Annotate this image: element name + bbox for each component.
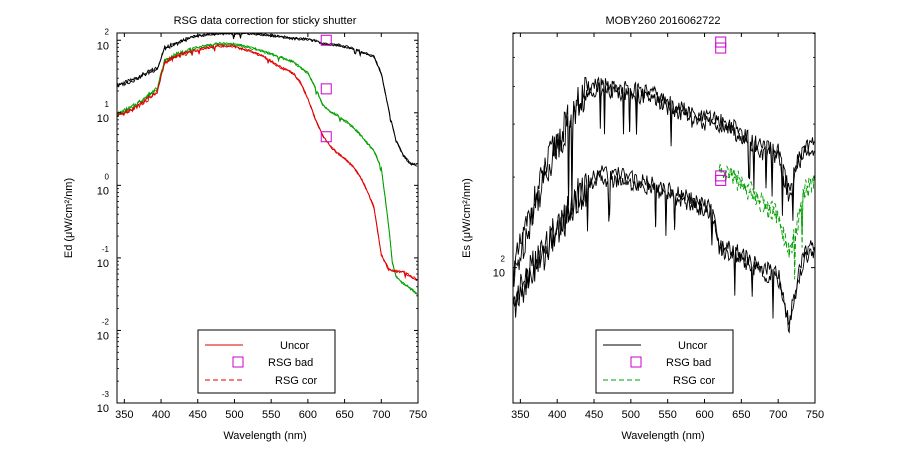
right-y-tick-exponent: 2 xyxy=(501,255,506,264)
left-legend: Uncor RSG bad RSG cor xyxy=(197,329,336,394)
left-legend-swatch-rsg-bad xyxy=(232,356,244,368)
right-chart-title: MOBY260 2016062722 xyxy=(606,15,721,27)
right-series-0-a xyxy=(513,76,815,287)
left-axes-frame xyxy=(116,32,419,404)
right-x-tick-label: 650 xyxy=(732,409,750,421)
right-rsg-bad-marker xyxy=(715,42,727,54)
left-y-axis-label: Ed (μW/cm²/nm) xyxy=(63,178,75,258)
right-rsg-bad-marker xyxy=(715,36,727,48)
left-y-tick-exponent: -2 xyxy=(102,317,110,326)
left-legend-box xyxy=(197,329,336,394)
left-chart-title: RSG data correction for sticky shutter xyxy=(174,15,357,27)
right-x-tick-label: 550 xyxy=(659,409,677,421)
right-legend-label-rsg-bad: RSG bad xyxy=(666,357,711,369)
left-series-0-b xyxy=(117,33,418,167)
left-y-tick-label: 10 xyxy=(97,258,109,270)
left-rsg-bad-marker xyxy=(320,83,332,95)
left-x-tick-label: 750 xyxy=(409,409,427,421)
left-y-tick-label: 10 xyxy=(97,185,109,197)
right-legend-label-uncor: Uncor xyxy=(678,340,708,352)
left-x-tick-label: 400 xyxy=(152,409,170,421)
left-legend-label-rsg-cor: RSG cor xyxy=(275,375,318,387)
left-series-2-b xyxy=(117,44,418,282)
left-x-tick-label: 650 xyxy=(335,409,353,421)
left-x-tick-label: 600 xyxy=(299,409,317,421)
left-x-tick-label: 700 xyxy=(372,409,390,421)
right-y-tick-label: 10 xyxy=(493,268,505,280)
left-y-tick-label: 10 xyxy=(97,403,109,415)
right-series-1-b xyxy=(513,169,815,334)
right-x-tick-label: 450 xyxy=(585,409,603,421)
left-legend-label-uncor: Uncor xyxy=(280,340,310,352)
right-x-tick-label: 750 xyxy=(806,409,824,421)
left-x-tick-label: 550 xyxy=(262,409,280,421)
right-legend-label-rsg-cor: RSG cor xyxy=(673,375,716,387)
left-y-tick-exponent: -3 xyxy=(102,390,110,399)
right-x-tick-label: 350 xyxy=(511,409,529,421)
right-rsg-bad-marker xyxy=(715,174,727,186)
left-plot-area: 350 400 450 500 550 600 650 700 75010-310-210-11… xyxy=(97,27,427,421)
right-y-axis-label: Es (μW/cm²/nm) xyxy=(461,178,473,258)
right-x-tick-label: 500 xyxy=(622,409,640,421)
left-rsg-bad-marker xyxy=(320,131,332,143)
right-x-tick-label: 700 xyxy=(769,409,787,421)
right-x-tick-label: 400 xyxy=(548,409,566,421)
left-x-tick-label: 500 xyxy=(225,409,243,421)
right-legend-swatch-rsg-bad xyxy=(630,356,642,368)
left-y-tick-exponent: 2 xyxy=(105,27,110,36)
left-rsg-bad-marker xyxy=(320,34,332,46)
left-series-1-b xyxy=(117,43,418,295)
left-y-tick-label: 10 xyxy=(97,113,109,125)
right-x-axis-label: Wavelength (nm) xyxy=(621,430,704,442)
left-y-tick-exponent: -1 xyxy=(102,245,110,254)
right-legend-box xyxy=(595,329,734,394)
right-series-group xyxy=(513,76,815,334)
left-legend-label-rsg-bad: RSG bad xyxy=(268,357,313,369)
right-legend: Uncor RSG bad RSG cor xyxy=(595,329,734,394)
left-x-tick-label: 450 xyxy=(189,409,207,421)
left-y-tick-exponent: 1 xyxy=(105,100,110,109)
left-y-tick-label: 10 xyxy=(97,330,109,342)
right-x-tick-label: 600 xyxy=(695,409,713,421)
right-series-2-b xyxy=(718,167,815,280)
left-series-group xyxy=(117,33,418,295)
left-y-tick-exponent: 0 xyxy=(105,172,110,181)
right-axes-frame xyxy=(512,32,816,404)
chart-panel-left: RSG data correction for sticky shutter 3… xyxy=(63,15,427,442)
right-series-0-b xyxy=(513,82,815,280)
chart-panel-right: MOBY260 2016062722 350 400 450 500 550 600 650… xyxy=(461,15,824,442)
left-x-axis-label: Wavelength (nm) xyxy=(223,430,306,442)
left-x-tick-label: 350 xyxy=(115,409,133,421)
right-plot-area: 350 400 450 500 550 600 650 700 750 10 2 xyxy=(493,32,824,421)
left-y-tick-label: 10 xyxy=(97,40,109,52)
